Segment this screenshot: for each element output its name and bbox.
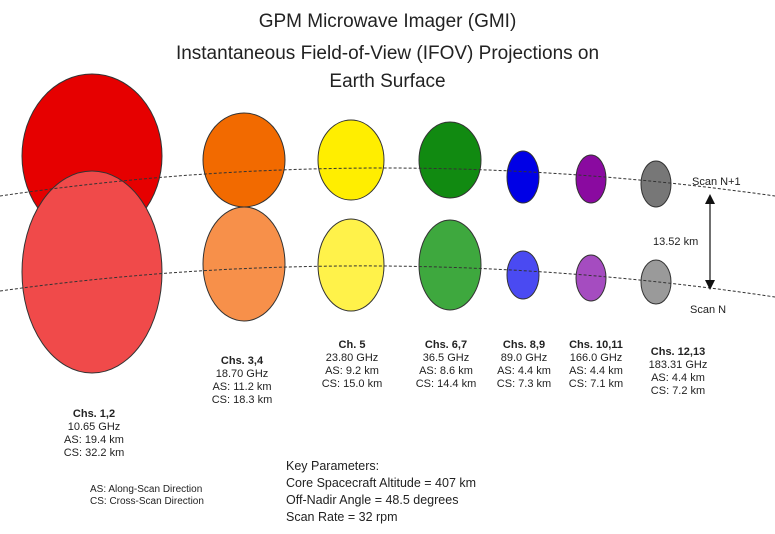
channel-frequency: 89.0 GHz [500,352,548,364]
channel-cross-scan: CS: 7.2 km [650,385,706,397]
channel-frequency: 166.0 GHz [569,352,623,364]
channel-label-ch1-2: Chs. 1,2 10.65 GHz AS: 19.4 km CS: 32.2 … [52,408,136,460]
channel-along-scan: AS: 11.2 km [212,381,272,393]
channel-cross-scan: CS: 14.4 km [415,378,477,390]
footprint-upper-ch3-4 [202,112,286,208]
channel-cross-scan: CS: 7.3 km [496,378,552,390]
channel-frequency: 36.5 GHz [422,352,470,364]
diagram-title-line-2: Instantaneous Field-of-View (IFOV) Proje… [175,43,600,64]
legend-along-scan: AS: Along-Scan Direction [90,484,203,495]
footprint-lower-ch3-4 [202,206,286,322]
diagram-title-line-1: GPM Microwave Imager (GMI) [258,11,517,32]
scan-label-upper: Scan N+1 [692,176,741,188]
channel-along-scan: AS: 4.4 km [497,365,551,377]
channel-name: Ch. 5 [338,339,366,351]
channel-along-scan: AS: 8.6 km [419,365,473,377]
channel-name: Chs. 12,13 [650,346,706,358]
footprint-upper-ch6-7 [418,121,482,199]
channel-label-ch6-7: Chs. 6,7 36.5 GHz AS: 8.6 km CS: 14.4 km [404,339,488,391]
channel-along-scan: AS: 9.2 km [325,365,379,377]
separation-label: 13.52 km [653,236,699,248]
key-parameter-off-nadir: Off-Nadir Angle = 48.5 degrees [286,493,459,507]
channel-along-scan: AS: 4.4 km [569,365,623,377]
footprint-lower-ch5 [317,218,385,312]
key-parameters: Key Parameters: Core Spacecraft Altitude… [286,458,476,526]
footprint-upper-ch8-9 [506,150,540,204]
channel-name: Chs. 8,9 [502,339,546,351]
channel-frequency: 23.80 GHz [325,352,379,364]
footprint-lower-ch10-11 [575,254,607,302]
legend-cross-scan: CS: Cross-Scan Direction [90,496,204,507]
footprint-lower-ch8-9 [506,250,540,300]
key-parameter-altitude: Core Spacecraft Altitude = 407 km [286,476,477,490]
channel-cross-scan: CS: 18.3 km [211,394,273,406]
channel-cross-scan: CS: 7.1 km [568,378,624,390]
channel-label-ch12-13: Chs. 12,13 183.31 GHz AS: 4.4 km CS: 7.2… [636,346,720,398]
scan-line-upper [0,167,775,197]
key-parameters-heading: Key Parameters: [286,459,380,473]
channel-frequency: 10.65 GHz [67,421,121,433]
channel-cross-scan: CS: 32.2 km [63,447,125,459]
channel-cross-scan: CS: 15.0 km [321,378,383,390]
channel-along-scan: AS: 4.4 km [651,372,705,384]
key-parameter-scan-rate: Scan Rate = 32 rpm [286,510,398,524]
footprint-lower-ch1-2 [21,170,163,374]
footprint-lower-ch6-7 [418,219,482,311]
channel-frequency: 18.70 GHz [215,368,269,380]
channel-name: Chs. 3,4 [220,355,264,367]
footprint-upper-ch12-13 [640,160,672,208]
scan-label-lower: Scan N [690,304,727,316]
footprint-upper-ch10-11 [575,154,607,204]
channel-name: Chs. 10,11 [569,339,623,351]
abbreviation-legend: AS: Along-Scan Direction CS: Cross-Scan … [90,484,204,508]
channel-label-ch5: Ch. 5 23.80 GHz AS: 9.2 km CS: 15.0 km [310,339,394,391]
channel-label-ch10-11: Chs. 10,11 166.0 GHz AS: 4.4 km CS: 7.1 … [554,339,638,391]
diagram-title-line-3: Earth Surface [329,71,446,92]
channel-name: Chs. 6,7 [424,339,468,351]
channel-label-ch3-4: Chs. 3,4 18.70 GHz AS: 11.2 km CS: 18.3 … [200,355,284,407]
separation-arrow [705,194,715,290]
channel-frequency: 183.31 GHz [648,359,708,371]
footprint-upper-ch5 [317,119,385,201]
channel-label-ch8-9: Chs. 8,9 89.0 GHz AS: 4.4 km CS: 7.3 km [482,339,566,391]
channel-along-scan: AS: 19.4 km [64,434,124,446]
channel-name: Chs. 1,2 [72,408,116,420]
